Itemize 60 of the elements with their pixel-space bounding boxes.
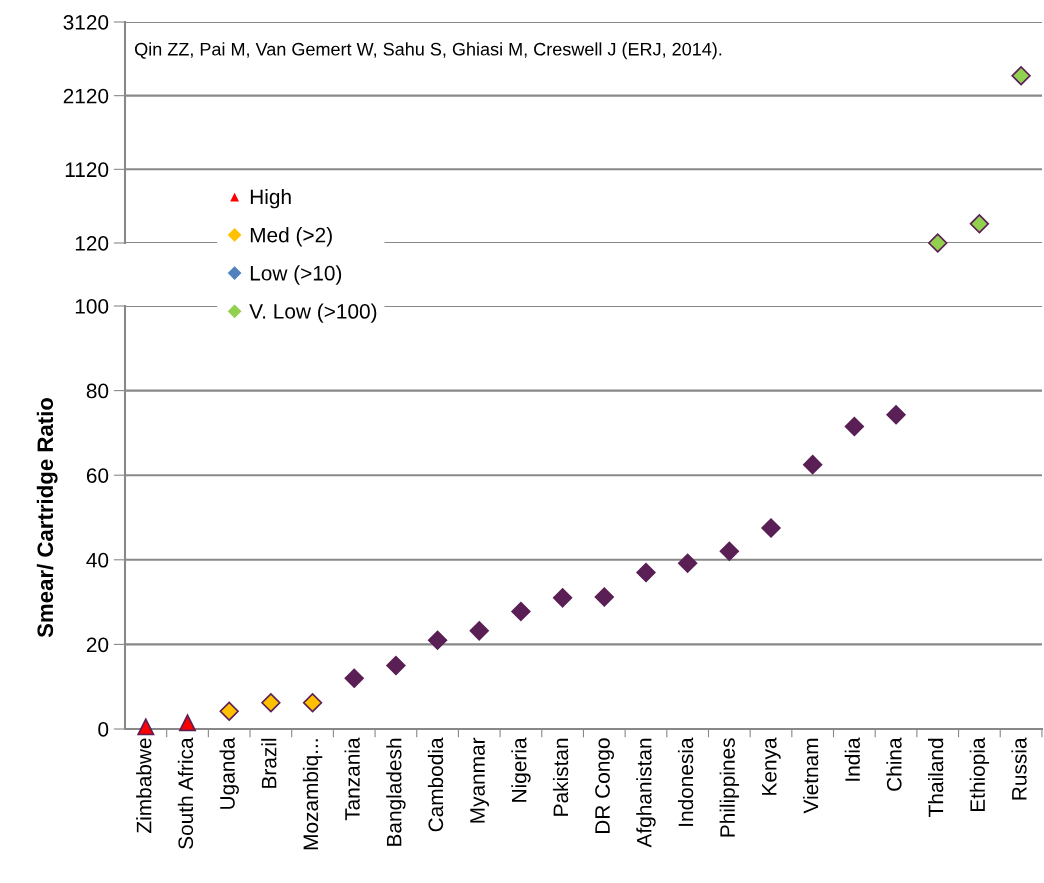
x-tick-label: Pakistan (552, 738, 569, 816)
y-tick-label: 80 (86, 383, 109, 399)
point (386, 655, 406, 676)
point (719, 541, 740, 562)
x-tick-label: Kenya (762, 737, 781, 795)
x-tick-label: Thailand (928, 738, 944, 817)
y-tick-label: 100 (75, 299, 109, 314)
y-tick-label: 60 (86, 468, 109, 483)
legend-label: Low (>10) (250, 265, 342, 285)
x-tick-label: Indonesia (677, 737, 694, 826)
point (969, 214, 990, 234)
x-tick-label: Philippines (719, 738, 740, 837)
point (302, 693, 323, 713)
x-tick-label: Myanmar (470, 737, 489, 823)
x-tick-label: Bangladesh (386, 738, 406, 846)
point (886, 405, 906, 425)
point (552, 588, 573, 608)
x-tick-label: Mozambiq... (302, 739, 323, 850)
y-tick-label: 120 (75, 236, 109, 251)
point (344, 668, 364, 688)
point (1011, 66, 1031, 86)
legend-label: High (250, 188, 291, 209)
point (844, 416, 865, 437)
point (803, 454, 823, 475)
legend-label: Med (>2) (250, 227, 332, 247)
x-tick-label: India (844, 737, 860, 781)
point (928, 233, 948, 253)
legend-label: V. Low (>100) (249, 303, 377, 323)
x-tick-label: Cambodia (427, 737, 444, 832)
point (469, 621, 489, 641)
x-tick-label: DR Congo (595, 738, 615, 834)
x-tick-label: Uganda (219, 737, 239, 809)
x-tick-label: Afghanistan (636, 738, 656, 848)
y-tick-label: 2120 (63, 88, 109, 104)
point (261, 693, 281, 713)
x-tick-label: Ethiopia (969, 737, 990, 812)
x-tick-label: Tanzania (344, 737, 360, 821)
point (511, 601, 531, 622)
point (219, 701, 239, 721)
x-tick-label: Nigeria (511, 737, 531, 802)
x-tick-label: Russia (1011, 737, 1027, 800)
y-axis-title: Smear/ Cartridge Ratio (36, 397, 58, 638)
x-tick-label: Brazil (261, 738, 277, 788)
point (594, 587, 614, 607)
annotation: Qin ZZ, Pai M, Van Gemert W, Sahu S, Ghiasi M, Creswell J (ERJ, 2014). (135, 42, 722, 60)
point (179, 714, 196, 732)
y-tick-label: 20 (86, 637, 109, 653)
y-tick-label: 0 (98, 722, 109, 737)
point (137, 718, 155, 736)
point (427, 630, 448, 650)
x-tick-label: China (886, 737, 902, 791)
point (636, 562, 656, 583)
y-tick-label: 3120 (63, 15, 109, 30)
y-tick-label: 1120 (65, 162, 109, 178)
x-tick-label: South Africa (177, 737, 194, 849)
x-tick-label: Zimbabwe (136, 738, 152, 833)
point (761, 518, 781, 538)
y-tick-label: 40 (86, 552, 109, 568)
point (677, 553, 698, 573)
x-tick-label: Vietnam (802, 738, 819, 814)
